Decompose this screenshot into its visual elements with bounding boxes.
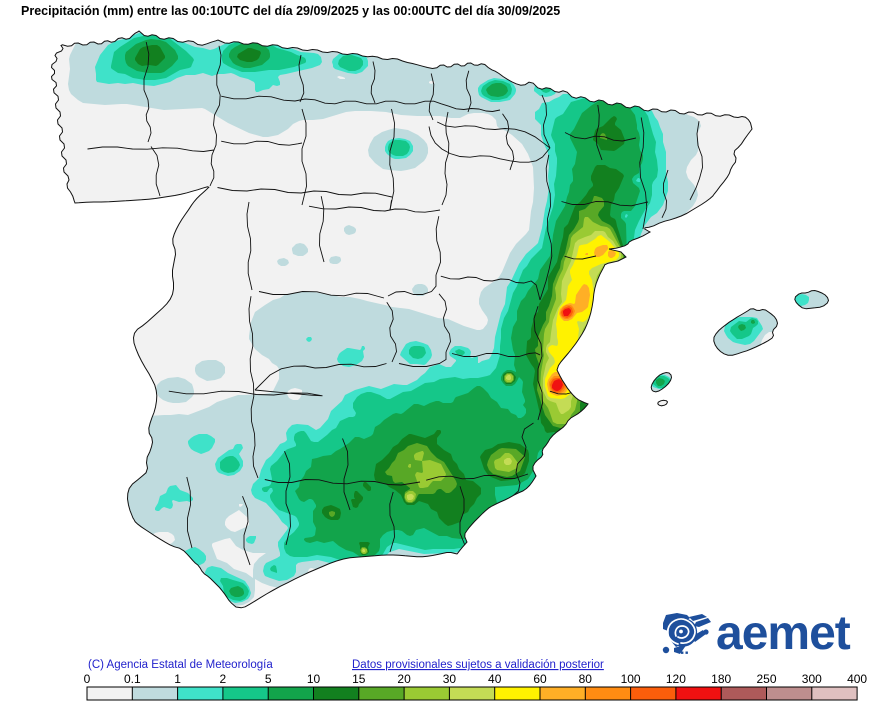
- svg-text:80: 80: [579, 672, 593, 686]
- svg-text:aemet: aemet: [716, 607, 851, 660]
- svg-text:1: 1: [174, 672, 181, 686]
- svg-text:100: 100: [621, 672, 641, 686]
- svg-text:0: 0: [84, 672, 91, 686]
- svg-text:60: 60: [533, 672, 547, 686]
- svg-text:120: 120: [666, 672, 686, 686]
- svg-text:30: 30: [443, 672, 457, 686]
- svg-text:0.1: 0.1: [124, 672, 141, 686]
- svg-text:15: 15: [352, 672, 366, 686]
- svg-text:20: 20: [397, 672, 411, 686]
- svg-text:(C) Agencia Estatal de Meteoro: (C) Agencia Estatal de Meteorología: [88, 659, 273, 671]
- svg-text:10: 10: [307, 672, 321, 686]
- svg-text:40: 40: [488, 672, 502, 686]
- svg-text:180: 180: [711, 672, 731, 686]
- svg-text:300: 300: [802, 672, 822, 686]
- svg-text:250: 250: [756, 672, 776, 686]
- svg-text:400: 400: [847, 672, 867, 686]
- svg-text:2: 2: [220, 672, 227, 686]
- svg-text:Datos provisionales sujetos a: Datos provisionales sujetos a validación…: [352, 659, 604, 671]
- svg-text:5: 5: [265, 672, 272, 686]
